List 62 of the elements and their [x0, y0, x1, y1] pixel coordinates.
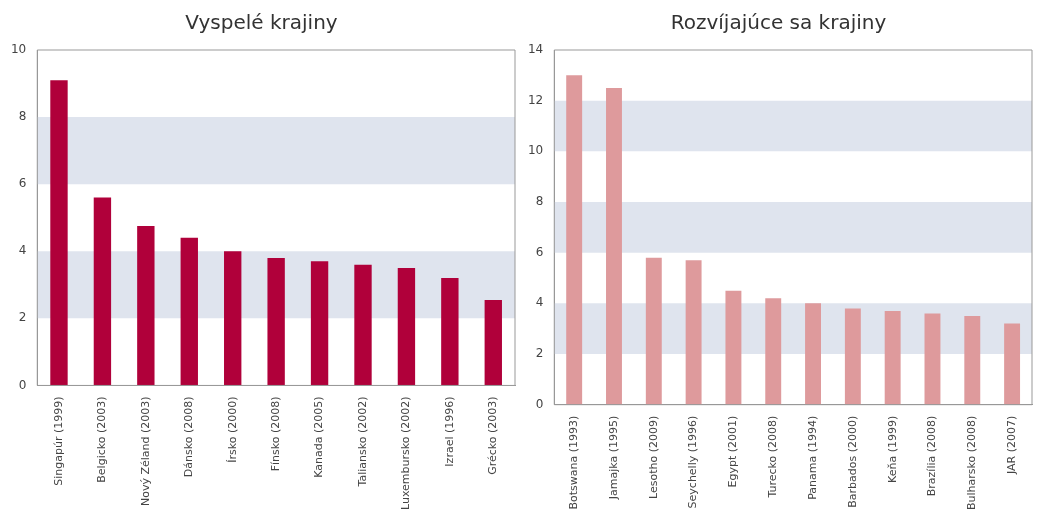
bar: [1004, 323, 1021, 405]
chart-title: Rozvíjajúce sa krajiny: [670, 10, 887, 35]
bar: [964, 316, 981, 405]
x-tick-label: Kanada (2005): [312, 396, 326, 478]
bar: [725, 290, 742, 405]
x-tick-label: Luxembursko (2002): [399, 396, 413, 511]
y-tick-label: 10: [527, 143, 544, 158]
y-tick-label: 2: [535, 346, 544, 361]
x-tick-label: Panama (1994): [805, 415, 819, 500]
bar: [397, 268, 416, 386]
y-tick-label: 12: [527, 92, 544, 107]
y-tick-label: 0: [535, 396, 544, 411]
x-tick-label: JAR (2007): [1004, 415, 1018, 475]
x-tick-label: Turecko (2008): [766, 415, 780, 499]
x-tick-label: Nový Zéland (2003): [138, 396, 152, 507]
x-tick-label: Grécko (2003): [486, 396, 500, 475]
x-tick-label: Bulharsko (2008): [965, 415, 979, 511]
bar: [224, 251, 242, 386]
x-tick-label: Seychelly (1996): [686, 415, 700, 509]
x-tick-label: Egypt (2001): [726, 415, 740, 488]
bar: [606, 88, 622, 405]
y-tick-label: 10: [10, 42, 27, 57]
bar: [484, 299, 502, 386]
y-tick-label: 2: [18, 310, 27, 325]
bar: [180, 237, 198, 386]
x-tick-label: Keňa (1999): [885, 415, 899, 483]
bar: [645, 257, 662, 405]
bar: [884, 310, 901, 405]
x-tick-label: Fínsko (2008): [268, 396, 282, 472]
x-tick-label: Jamajka (1995): [606, 415, 620, 501]
bar: [310, 261, 329, 386]
bar: [267, 257, 285, 386]
bar: [844, 308, 861, 405]
x-tick-label: Belgicko (2003): [95, 396, 109, 483]
x-tick-label: Barbados (2000): [845, 415, 859, 508]
bar: [805, 303, 821, 405]
x-tick-label: Botswana (1993): [567, 415, 581, 510]
y-tick-label: 4: [18, 243, 27, 258]
y-tick-label: 6: [535, 244, 544, 259]
bar: [566, 75, 583, 405]
y-tick-label: 14: [527, 42, 544, 57]
x-tick-label: Brazília (2008): [925, 415, 939, 497]
x-tick-label: Dánsko (2008): [182, 396, 196, 478]
y-tick-label: 4: [535, 295, 544, 310]
x-tick-label: Taliansko (2002): [355, 396, 369, 488]
bar: [354, 264, 372, 386]
bar: [685, 260, 702, 405]
bar: [924, 313, 941, 405]
x-tick-label: Lesotho (2009): [646, 415, 660, 499]
x-tick-label: Írsko (2000): [225, 396, 239, 463]
y-tick-label: 8: [535, 194, 544, 209]
bar: [50, 80, 68, 386]
bar: [137, 226, 155, 386]
y-tick-label: 8: [18, 109, 27, 124]
y-tick-label: 0: [18, 377, 27, 392]
chart-title: Vyspelé krajiny: [185, 10, 338, 35]
y-tick-label: 6: [18, 176, 27, 191]
x-tick-label: Singapúr (1999): [51, 396, 65, 486]
bar: [441, 278, 459, 386]
bar: [93, 197, 112, 386]
x-tick-label: Izrael (1996): [442, 396, 456, 467]
bar: [765, 298, 782, 405]
